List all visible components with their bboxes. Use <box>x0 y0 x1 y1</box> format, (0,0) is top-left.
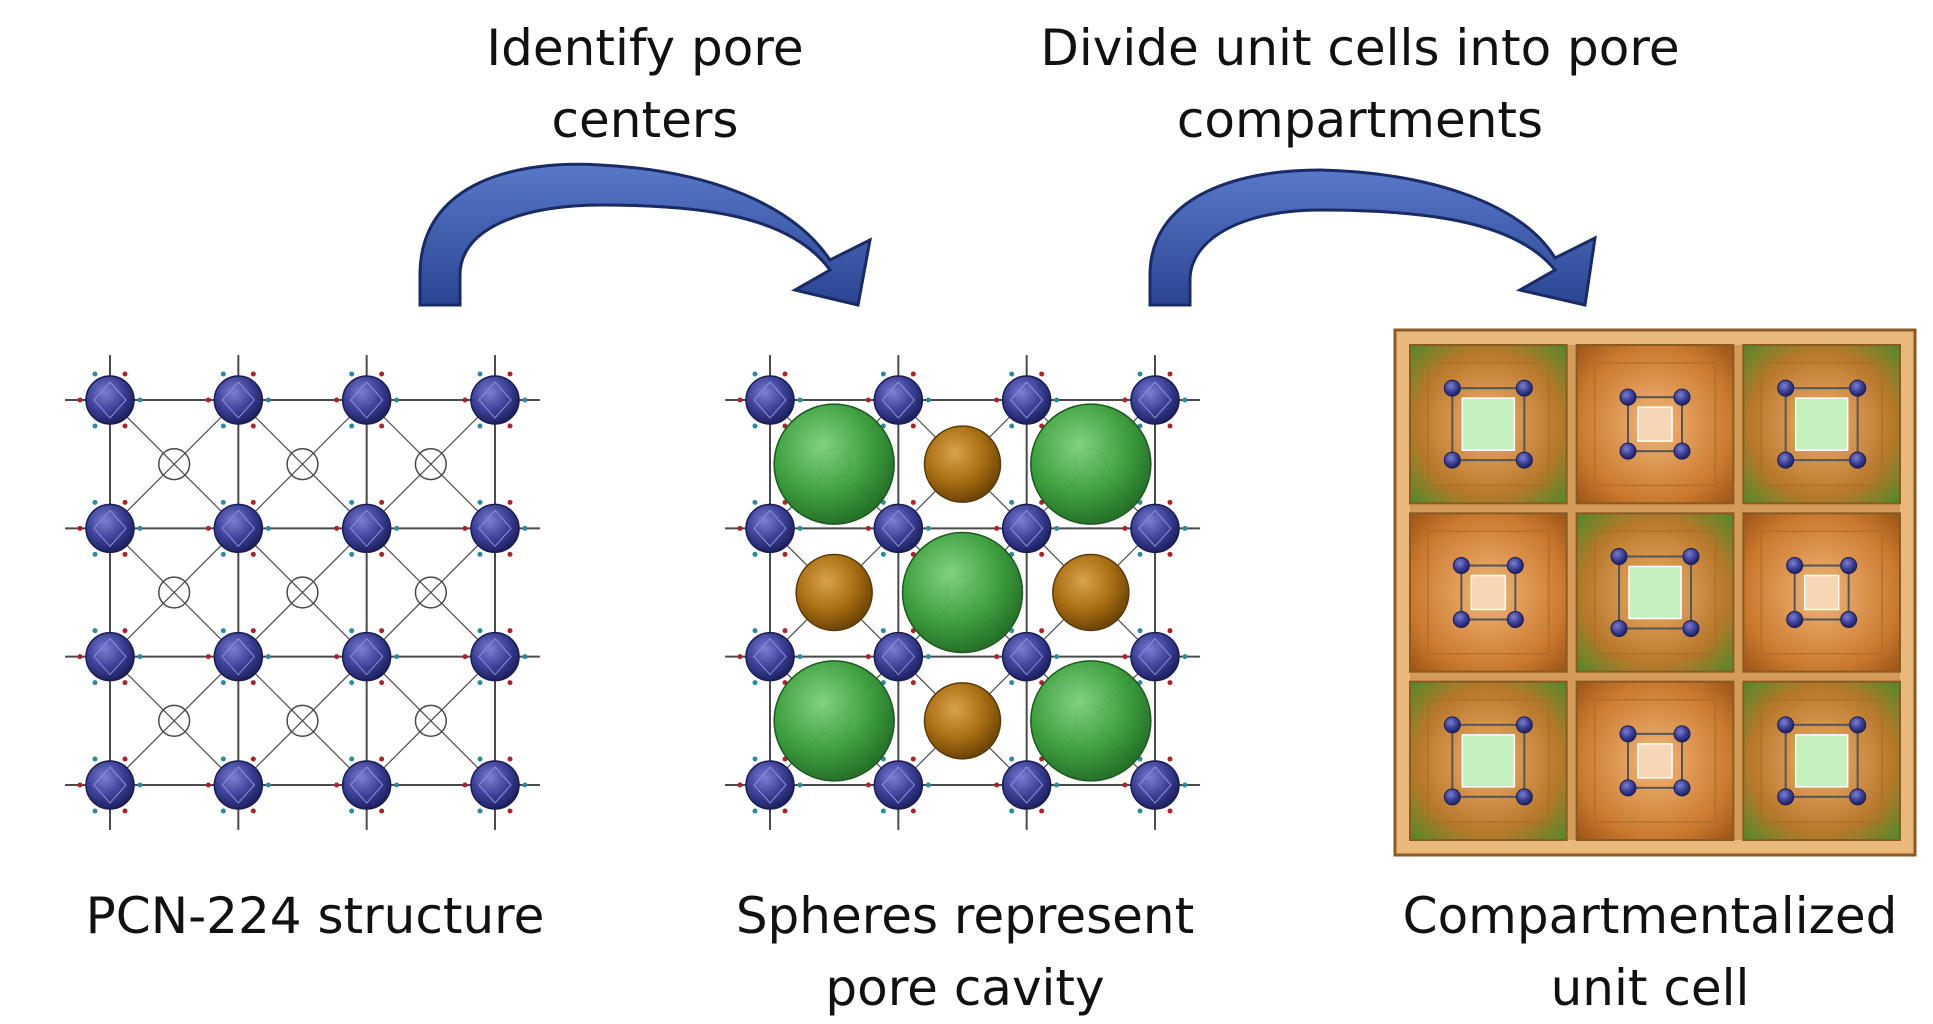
atoms <box>77 371 528 814</box>
compartment-0-0 <box>1409 344 1568 505</box>
step1-label: Identify pore centers <box>486 19 804 149</box>
compartment-1-0 <box>1409 512 1568 673</box>
zr-nodes <box>85 375 520 810</box>
compartment-2-2 <box>1742 680 1902 842</box>
compartment-1-1 <box>1575 512 1735 673</box>
linkers <box>65 355 540 830</box>
compartment-2-1 <box>1575 680 1735 842</box>
arrow-step2 <box>1148 168 1597 307</box>
left-caption: PCN-224 structure <box>85 887 545 945</box>
compartment-0-1 <box>1575 344 1735 505</box>
middle-caption: Spheres represent pore cavity <box>735 887 1195 1017</box>
arrow-step1 <box>418 162 873 307</box>
compartment-2-0 <box>1409 680 1568 842</box>
compartment-box <box>1393 328 1917 857</box>
compartment-1-2 <box>1742 512 1902 673</box>
atoms <box>737 371 1188 814</box>
compartment-0-2 <box>1742 344 1902 505</box>
pore-spheres <box>773 403 1152 782</box>
zr-nodes <box>745 375 1180 810</box>
step2-label: Divide unit cells into pore compartments <box>1040 19 1680 149</box>
pcn224-lattice <box>65 355 540 830</box>
right-caption: Compartmentalized unit cell <box>1402 887 1898 1017</box>
